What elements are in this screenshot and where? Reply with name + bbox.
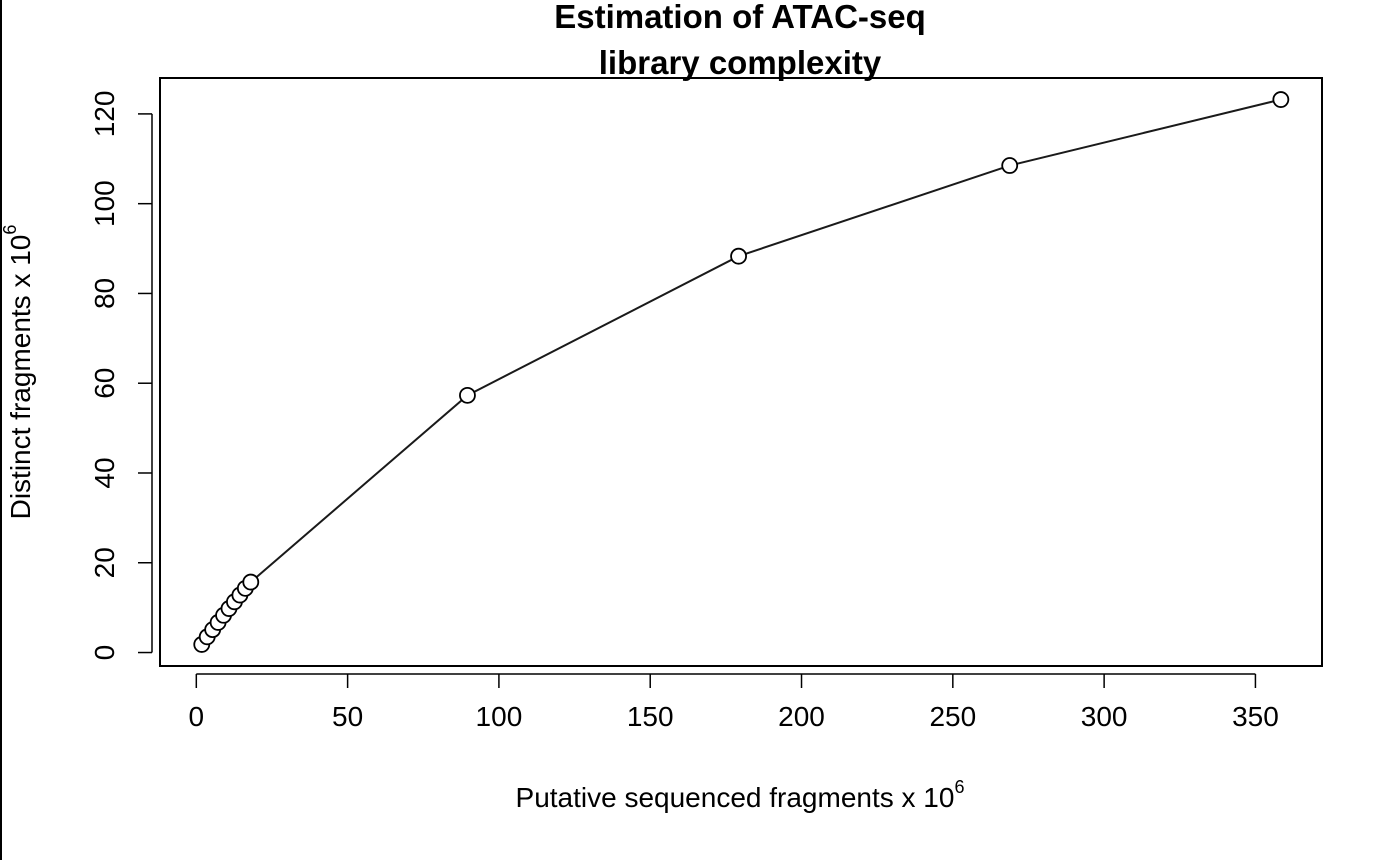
x-tick-label: 200 bbox=[778, 701, 825, 732]
y-axis-label-text: Distinct fragments x 10 bbox=[5, 235, 36, 520]
x-axis-label: Putative sequenced fragments x 106 bbox=[516, 777, 965, 813]
chart-title-line-1: Estimation of ATAC-seq bbox=[554, 0, 926, 35]
y-tick-label: 40 bbox=[89, 457, 120, 488]
x-tick-label: 350 bbox=[1232, 701, 1279, 732]
x-axis-label-exponent: 6 bbox=[954, 777, 964, 797]
data-point bbox=[1272, 91, 1290, 108]
y-tick-label: 120 bbox=[89, 91, 120, 138]
x-axis-label-text: Putative sequenced fragments x 10 bbox=[516, 782, 955, 813]
series-layer bbox=[193, 91, 1290, 653]
data-point bbox=[242, 573, 260, 591]
data-point bbox=[1001, 157, 1019, 174]
x-tick-label: 0 bbox=[189, 701, 205, 732]
y-tick-label: 80 bbox=[89, 278, 120, 309]
series-line bbox=[200, 98, 1282, 646]
x-tick-label: 50 bbox=[332, 701, 363, 732]
y-axis: 0 20 40 60 80 100 120 bbox=[89, 91, 153, 661]
x-axis: 0 50 100 150 200 250 300 350 bbox=[189, 673, 1279, 732]
y-tick-label: 20 bbox=[89, 547, 120, 578]
y-axis-label-exponent: 6 bbox=[0, 225, 20, 235]
y-tick-label: 0 bbox=[89, 645, 120, 661]
y-axis-label: Distinct fragments x 106 bbox=[0, 225, 36, 520]
data-point bbox=[730, 247, 747, 265]
x-tick-label: 250 bbox=[929, 701, 976, 732]
data-point bbox=[459, 386, 476, 404]
x-tick-label: 100 bbox=[476, 701, 523, 732]
y-tick-label: 100 bbox=[89, 180, 120, 227]
y-tick-label: 60 bbox=[89, 368, 120, 399]
x-tick-label: 150 bbox=[627, 701, 674, 732]
plot-frame bbox=[159, 77, 1323, 667]
x-tick-label: 300 bbox=[1081, 701, 1128, 732]
chart-title-line-2: library complexity bbox=[599, 44, 882, 81]
